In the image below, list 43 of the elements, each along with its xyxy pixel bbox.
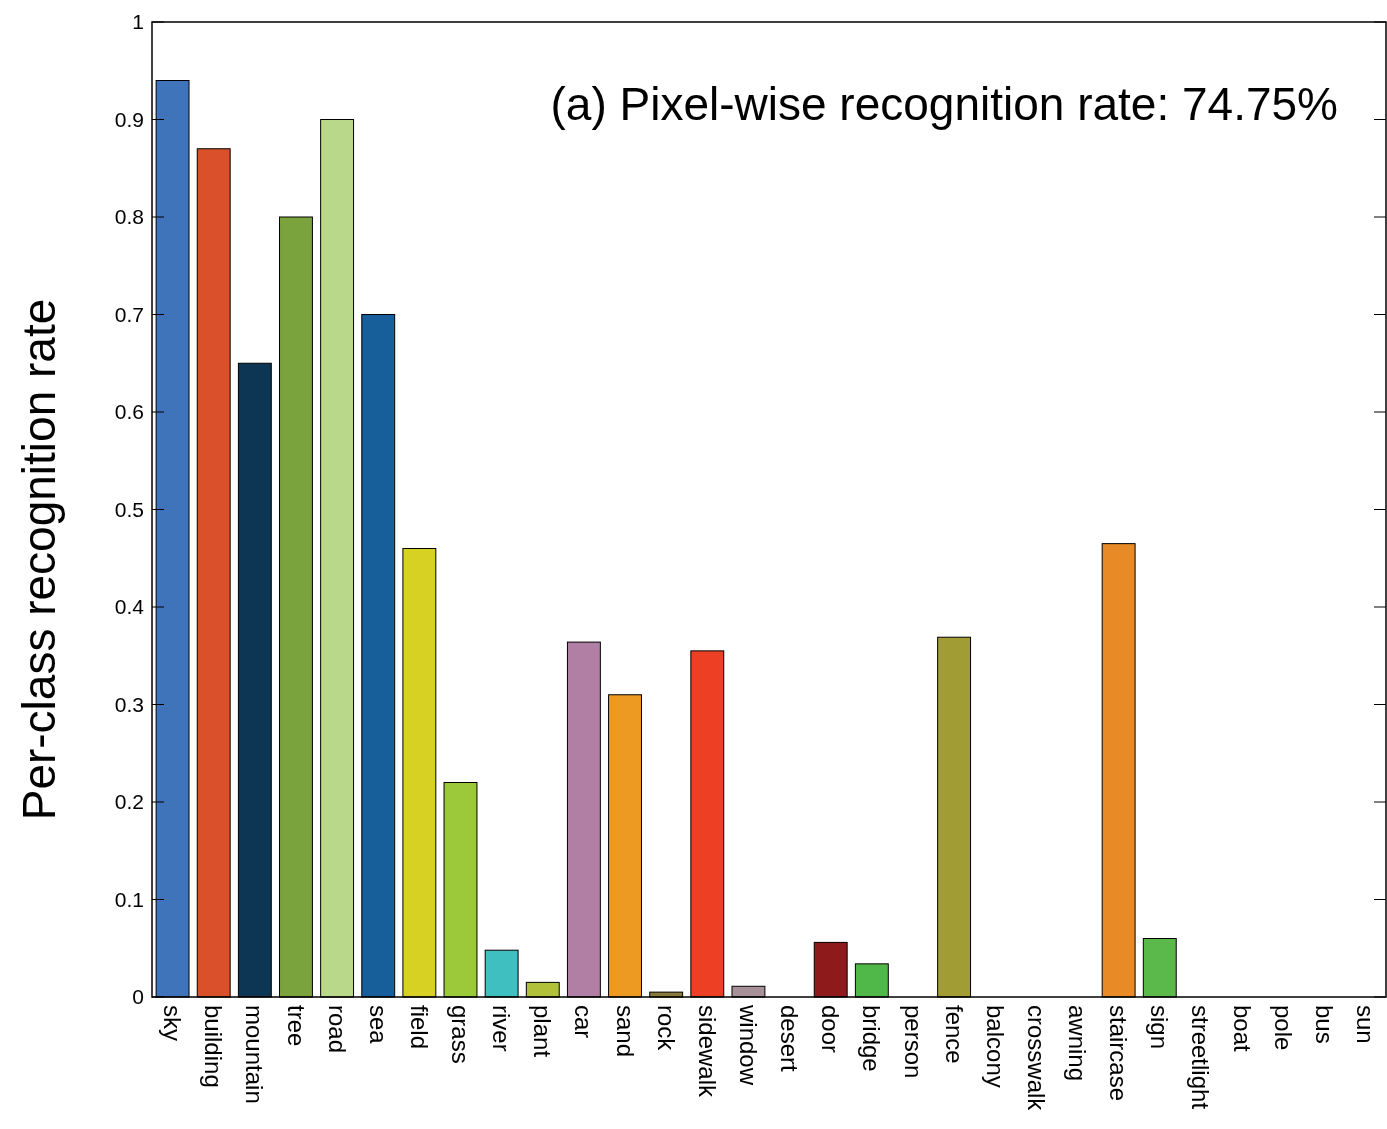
y-tick-label: 0.9: [114, 107, 144, 131]
y-tick-label: 1: [132, 10, 144, 34]
x-tick-label: plant: [529, 1005, 557, 1058]
x-tick-label: mountain: [241, 1005, 269, 1104]
y-tick-label: 0.7: [114, 302, 144, 326]
y-tick-label: 0.2: [114, 790, 144, 814]
x-tick-label: tree: [282, 1005, 310, 1047]
x-tick-label: desert: [776, 1005, 804, 1073]
x-tick-label: window: [735, 1004, 763, 1086]
y-axis-title: Per-class recognition rate: [13, 298, 65, 821]
x-tick-label: river: [488, 1005, 516, 1052]
x-tick-label: bridge: [858, 1005, 886, 1072]
x-tick-label: sky: [159, 1005, 187, 1041]
x-tick-label: pole: [1269, 1005, 1297, 1051]
x-tick-label: building: [200, 1005, 228, 1088]
x-tick-label: sea: [364, 1005, 392, 1045]
x-tick-label: rock: [652, 1005, 680, 1052]
x-tick-label: crosswalk: [1022, 1005, 1050, 1112]
x-tick-label: awning: [1064, 1005, 1092, 1082]
x-tick-label: road: [323, 1005, 351, 1054]
x-tick-label: boat: [1228, 1005, 1256, 1053]
x-tick-label: staircase: [1105, 1005, 1133, 1102]
y-tick-label: 0.5: [114, 497, 144, 521]
x-tick-label: bus: [1310, 1005, 1338, 1044]
x-tick-label: sun: [1352, 1005, 1380, 1044]
x-tick-label: field: [405, 1005, 433, 1050]
y-tick-label: 0: [132, 985, 144, 1009]
y-tick-label: 0.1: [114, 887, 144, 911]
x-tick-label: streetlight: [1187, 1005, 1215, 1110]
y-tick-label: 0.4: [114, 595, 145, 619]
x-tick-label: fence: [940, 1005, 968, 1064]
x-tick-label: door: [817, 1005, 845, 1054]
x-tick-label: person: [899, 1005, 927, 1079]
y-tick-label: 0.6: [114, 400, 144, 424]
x-tick-label: balcony: [981, 1005, 1009, 1088]
x-tick-label: sidewalk: [693, 1005, 721, 1099]
x-tick-label: sand: [611, 1005, 639, 1058]
x-tick-label: sign: [1146, 1005, 1174, 1050]
text: (a) Pixel-wise recognition rate: 74.75%: [550, 78, 1338, 130]
y-tick-label: 0.3: [114, 692, 144, 716]
x-tick-label: car: [570, 1005, 598, 1039]
x-tick-label: grass: [447, 1005, 475, 1064]
y-tick-label: 0.8: [114, 205, 144, 229]
